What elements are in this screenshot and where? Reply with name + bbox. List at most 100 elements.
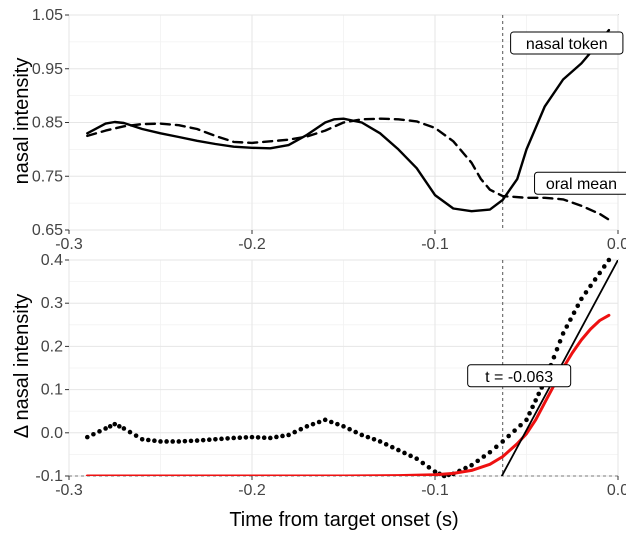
bottom-series-difference-point [518, 422, 523, 428]
top-panel-y-axis-title: nasal intensity [11, 58, 33, 185]
bottom-panel-series [85, 257, 618, 479]
bottom-series-difference-point [176, 439, 182, 444]
bottom-x-tick-label: -0.2 [238, 482, 266, 499]
top-x-tick-label: -0.3 [55, 236, 83, 253]
bottom-series-difference-point [554, 346, 560, 352]
bottom-series-difference-point [414, 456, 420, 462]
bottom-series-difference-point [231, 435, 236, 441]
top-x-tick-label: 0.0 [607, 236, 626, 253]
top-x-tick-label: -0.2 [238, 236, 266, 253]
bottom-series-difference-point [103, 426, 108, 431]
bottom-series-difference-point [481, 454, 487, 459]
top-panel: nasal token oral mean 0.65 0.75 0.85 0.95 1.0… [11, 7, 626, 253]
top-annotation-box [510, 31, 624, 55]
top-y-tick-label: 0.75 [32, 168, 63, 185]
bottom-series-difference-point [533, 398, 538, 403]
bottom-series-difference-point [219, 436, 224, 442]
bottom-series-difference-point [530, 404, 535, 410]
bottom-series-fit [85, 313, 611, 476]
top-y-tick-label: 0.65 [32, 222, 63, 239]
top-x-tick-label: -0.1 [421, 236, 449, 253]
bottom-series-difference-point [237, 435, 243, 440]
bottom-series-difference-point [322, 417, 328, 423]
bottom-panel-x-ticks: -0.3 -0.2 -0.1 0.0 [55, 476, 626, 499]
bottom-series-difference-point [249, 434, 255, 440]
bottom-series-difference-point [146, 437, 151, 443]
bottom-series-difference-point [579, 296, 584, 302]
bottom-series-difference-point [560, 331, 566, 336]
bottom-series-difference-point [420, 460, 426, 466]
bottom-series-difference-point [107, 424, 113, 429]
top-panel-x-ticks: -0.3 -0.2 -0.1 0.0 [55, 230, 626, 253]
bottom-series-difference-point [494, 444, 499, 450]
bottom-series-difference-point [194, 438, 200, 443]
bottom-series-difference-point [365, 434, 371, 440]
top-annotation-label: nasal token [526, 36, 608, 53]
bottom-series-difference-point [335, 421, 340, 427]
bottom-series-difference-point [588, 283, 593, 289]
bottom-y-tick-label: 0.1 [41, 382, 63, 399]
top-panel-series [86, 28, 614, 224]
bottom-y-tick-label: -0.1 [35, 468, 63, 485]
bottom-series-difference-point [243, 435, 249, 440]
bottom-series-difference-point [506, 433, 511, 439]
top-y-tick-label: 0.95 [32, 61, 63, 78]
bottom-annotation-box [467, 364, 572, 388]
bottom-series-difference-point [85, 434, 90, 440]
bottom-series-difference-point [359, 432, 365, 438]
bottom-series-difference-point [213, 436, 218, 442]
bottom-series-difference-point [152, 438, 157, 444]
bottom-x-tick-label: -0.3 [55, 482, 83, 499]
bottom-series-difference-point [286, 432, 291, 438]
bottom-series-difference-point [139, 436, 145, 442]
bottom-series-difference-point [274, 434, 279, 440]
bottom-series-difference-point [347, 426, 352, 432]
bottom-series-difference-point [463, 465, 468, 471]
bottom-series-difference-point [396, 447, 401, 453]
bottom-series-difference-point [592, 277, 598, 282]
top-panel-annotations: nasal token oral mean [510, 31, 626, 195]
bottom-series-difference-point [500, 439, 506, 444]
bottom-series-difference-point [182, 438, 188, 444]
bottom-y-tick-label: 0.0 [41, 425, 63, 442]
bottom-series-difference-point [568, 317, 573, 322]
bottom-series-difference-point [121, 426, 127, 431]
bottom-series-difference-point [426, 465, 432, 470]
bottom-series-difference-point [527, 411, 532, 416]
bottom-series-difference-point [524, 417, 529, 423]
top-y-tick-label: 0.85 [32, 115, 63, 132]
bottom-series-difference-point [402, 450, 407, 456]
bottom-x-tick-label: 0.0 [607, 482, 626, 499]
top-series-oral-mean [86, 117, 614, 224]
bottom-y-tick-label: 0.4 [41, 252, 63, 269]
bottom-series-difference-point [377, 439, 383, 444]
bottom-series-difference-point [487, 449, 493, 455]
bottom-annotation-label: t = -0.063 [485, 369, 553, 386]
bottom-series-difference-point [200, 437, 206, 443]
bottom-y-tick-label: 0.3 [41, 295, 63, 312]
bottom-series-difference-point [606, 257, 612, 263]
bottom-series-difference-point [188, 438, 194, 444]
bottom-series-difference-point [583, 290, 589, 295]
bottom-series-difference-point [170, 439, 175, 444]
bottom-series-difference-point [298, 426, 304, 432]
bottom-series-difference-point [127, 429, 133, 435]
bottom-series-difference-point [316, 419, 322, 425]
bottom-series-difference-point [432, 469, 438, 474]
bottom-series-difference-point [117, 424, 122, 429]
bottom-series-difference-point [261, 435, 267, 440]
bottom-series-difference-point [255, 435, 261, 440]
bottom-series-difference-point [310, 421, 316, 427]
bottom-series-difference-point [268, 435, 273, 441]
bottom-series-difference-point [353, 429, 359, 435]
bottom-series-difference-point [390, 444, 395, 450]
bottom-panel-y-ticks: -0.1 0.0 0.1 0.2 0.3 0.4 [35, 252, 69, 485]
bottom-y-tick-label: 0.2 [41, 338, 63, 355]
bottom-series-difference-point [371, 436, 377, 442]
bottom-series-difference-point [304, 424, 310, 429]
bottom-panel: t = -0.063 -0.1 0.0 0.1 0.2 0.3 0.4 -0.3 -0.2 -… [11, 252, 626, 499]
bottom-series-difference-point [475, 458, 481, 464]
bottom-series-difference-point [564, 324, 570, 329]
bottom-series-difference-point [383, 442, 389, 447]
